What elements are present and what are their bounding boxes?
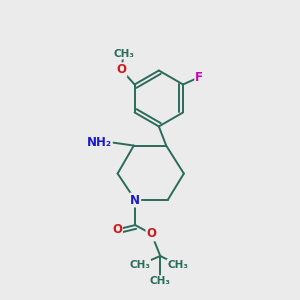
Text: O: O	[112, 223, 122, 236]
Text: NH₂: NH₂	[87, 136, 112, 149]
Text: O: O	[116, 63, 126, 76]
Text: N: N	[130, 194, 140, 207]
Text: CH₃: CH₃	[113, 49, 134, 58]
Text: CH₃: CH₃	[150, 276, 171, 286]
Text: F: F	[195, 70, 203, 84]
Text: CH₃: CH₃	[129, 260, 150, 270]
Text: O: O	[146, 227, 157, 240]
Text: CH₃: CH₃	[167, 260, 188, 270]
